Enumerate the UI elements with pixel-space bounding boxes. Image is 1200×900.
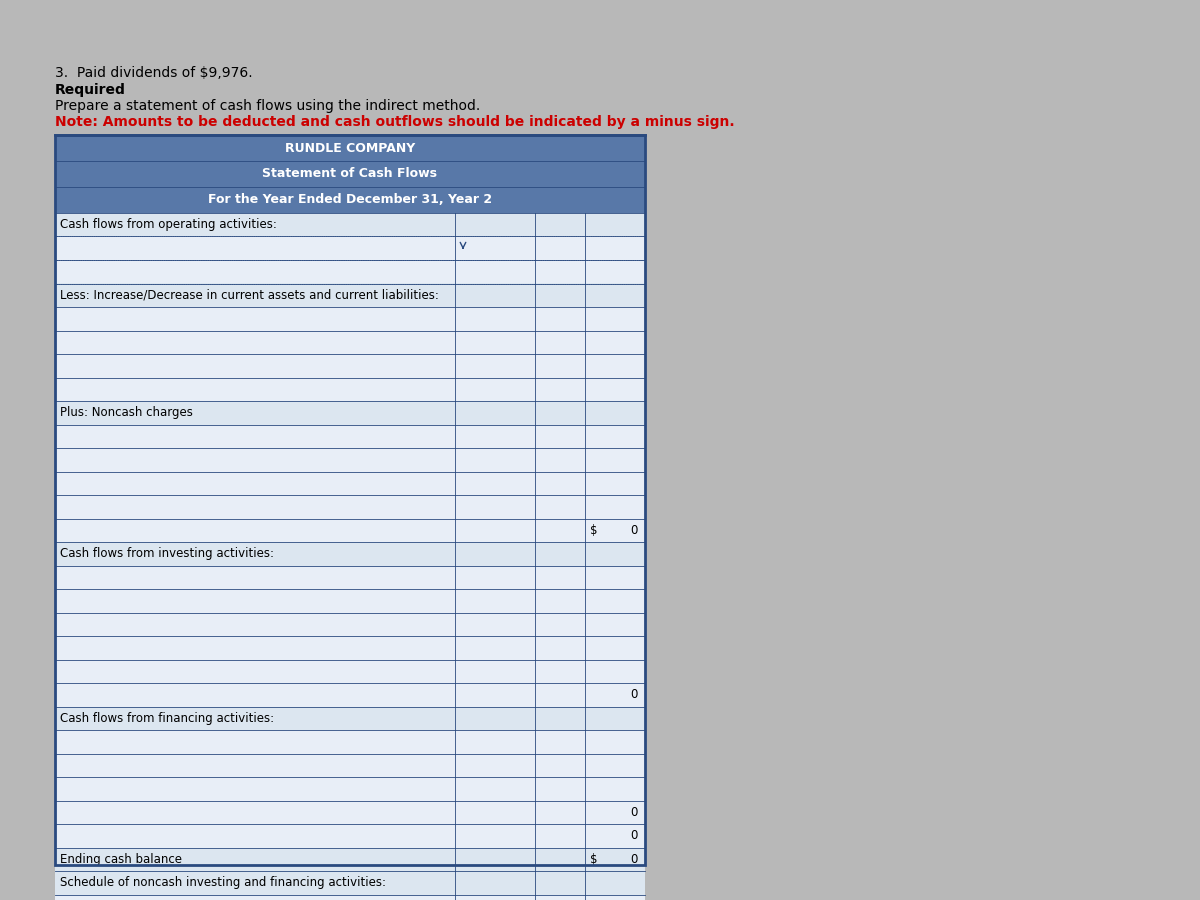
Bar (55, 213, 646, 237)
Bar (55, 187, 646, 213)
Bar (55, 542, 646, 565)
Bar (55, 848, 646, 871)
Bar (55, 613, 646, 636)
Text: 0: 0 (631, 829, 638, 842)
Text: 0: 0 (631, 806, 638, 819)
Text: 3.  Paid dividends of $9,976.: 3. Paid dividends of $9,976. (55, 66, 253, 80)
Bar (55, 871, 646, 895)
Bar (55, 495, 646, 518)
Bar (55, 660, 646, 683)
Bar (55, 161, 646, 187)
Bar (55, 472, 646, 495)
Bar (55, 800, 646, 824)
Bar (55, 284, 646, 307)
Text: 0: 0 (631, 524, 638, 536)
Text: $: $ (590, 524, 598, 536)
Bar (55, 518, 646, 542)
Text: Prepare a statement of cash flows using the indirect method.: Prepare a statement of cash flows using … (55, 99, 480, 113)
Bar (55, 683, 646, 706)
Bar (55, 237, 646, 260)
Bar (55, 753, 646, 777)
Text: RUNDLE COMPANY: RUNDLE COMPANY (284, 141, 415, 155)
Text: Ending cash balance: Ending cash balance (60, 853, 182, 866)
Bar (55, 777, 646, 800)
Text: Statement of Cash Flows: Statement of Cash Flows (263, 167, 438, 181)
Bar (55, 425, 646, 448)
Bar (55, 354, 646, 377)
Text: Plus: Noncash charges: Plus: Noncash charges (60, 406, 193, 419)
Text: Less: Increase/Decrease in current assets and current liabilities:: Less: Increase/Decrease in current asset… (60, 289, 439, 302)
Bar (55, 260, 646, 284)
Bar (55, 135, 646, 161)
Text: Cash flows from investing activities:: Cash flows from investing activities: (60, 547, 274, 561)
Bar (55, 565, 646, 589)
Bar (55, 330, 646, 354)
Text: 0: 0 (631, 853, 638, 866)
Bar (55, 589, 646, 613)
Text: Cash flows from financing activities:: Cash flows from financing activities: (60, 712, 274, 724)
Bar (55, 135, 646, 865)
Bar (55, 636, 646, 660)
Text: $: $ (590, 853, 598, 866)
Bar (55, 377, 646, 401)
Text: For the Year Ended December 31, Year 2: For the Year Ended December 31, Year 2 (208, 194, 492, 206)
Text: Schedule of noncash investing and financing activities:: Schedule of noncash investing and financ… (60, 877, 386, 889)
Text: Note: Amounts to be deducted and cash outflows should be indicated by a minus si: Note: Amounts to be deducted and cash ou… (55, 115, 734, 129)
Bar (55, 730, 646, 753)
Text: Cash flows from operating activities:: Cash flows from operating activities: (60, 218, 277, 231)
Bar (55, 401, 646, 425)
Bar (55, 706, 646, 730)
Bar (55, 307, 646, 330)
Bar (55, 448, 646, 472)
Bar (55, 824, 646, 848)
Text: Required: Required (55, 83, 126, 97)
Bar (55, 895, 646, 900)
Text: 0: 0 (631, 688, 638, 701)
